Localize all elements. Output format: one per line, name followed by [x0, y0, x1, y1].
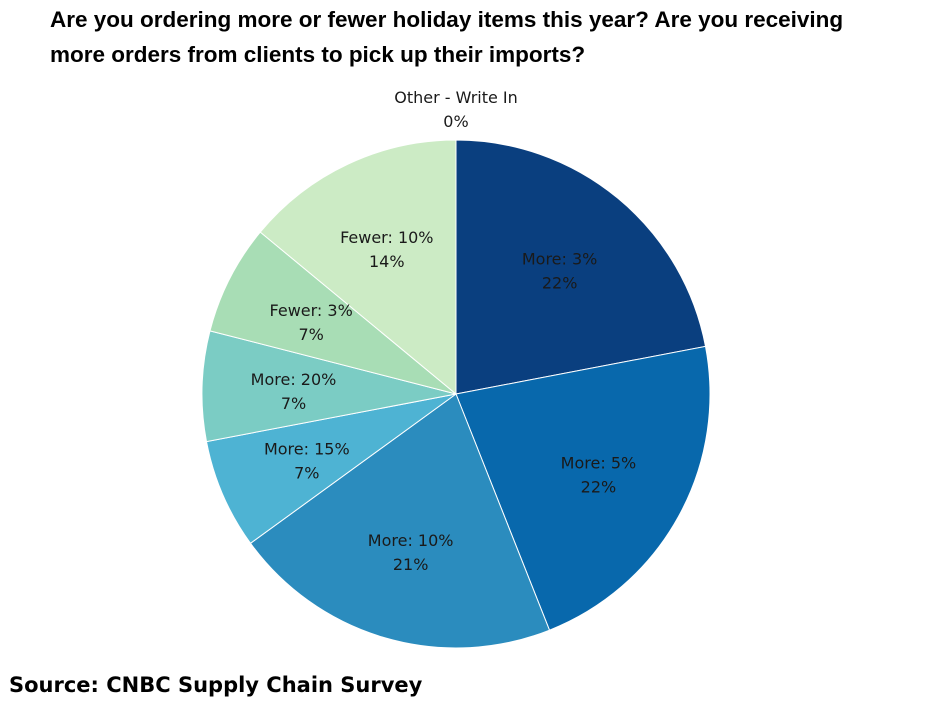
label-more-3: More: 3% [522, 250, 598, 269]
title-line-1: Are you ordering more or fewer holiday i… [50, 7, 844, 32]
slice-more-15 [205, 393, 457, 544]
title-line-2: more orders from clients to pick up thei… [50, 42, 586, 67]
value-more-10: 21% [393, 555, 429, 574]
value-other-write-in: 0% [443, 112, 468, 131]
slice-fewer-10 [259, 139, 457, 396]
label-more-5: More: 5% [561, 453, 637, 472]
label-more-15: More: 15% [264, 440, 350, 459]
slice-more-5 [455, 345, 711, 631]
value-more-5: 22% [581, 477, 617, 496]
slice-more-3 [455, 139, 707, 395]
label-other-write-in: Other - Write In [394, 88, 518, 107]
value-more-3: 22% [542, 274, 578, 293]
label-more-10: More: 10% [368, 531, 454, 550]
slice-more-10 [249, 393, 551, 649]
slice-more-20 [201, 330, 457, 443]
label-fewer-10: Fewer: 10% [340, 228, 433, 247]
chart-title: Are you ordering more or fewer holiday i… [50, 2, 910, 72]
slice-fewer-3 [209, 231, 457, 395]
value-more-15: 7% [294, 464, 319, 483]
value-fewer-10: 14% [369, 252, 405, 271]
value-more-20: 7% [281, 394, 306, 413]
source-note: Source: CNBC Supply Chain Survey [9, 673, 423, 697]
value-fewer-3: 7% [298, 325, 323, 344]
label-fewer-3: Fewer: 3% [270, 301, 353, 320]
label-more-20: More: 20% [251, 370, 337, 389]
